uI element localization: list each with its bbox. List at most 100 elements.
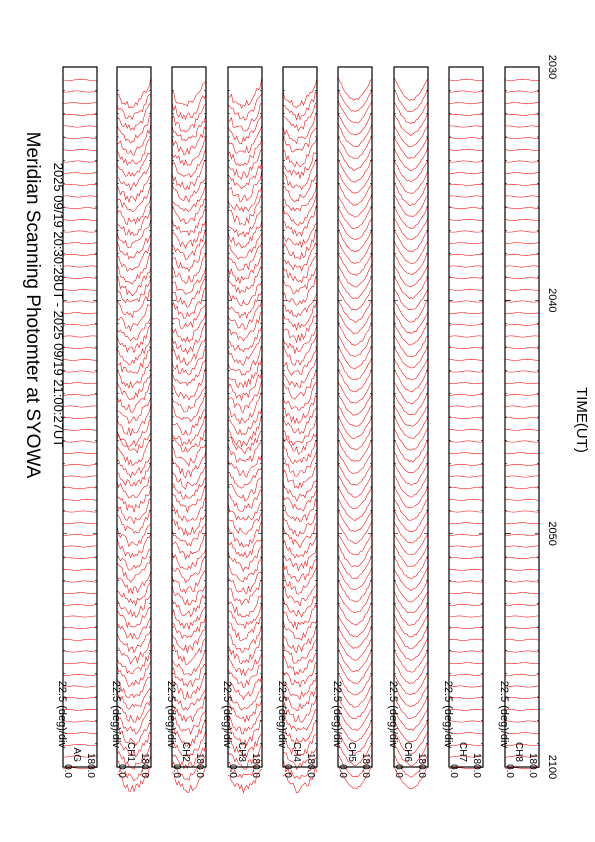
scan-trace <box>171 94 207 120</box>
scan-trace <box>282 439 318 465</box>
scan-trace <box>337 439 373 462</box>
scan-trace <box>504 557 540 560</box>
scan-trace <box>282 465 318 489</box>
scan-trace <box>393 89 429 113</box>
scan-trace <box>116 289 151 319</box>
scan-trace <box>227 391 263 425</box>
scan-trace <box>116 722 152 747</box>
scan-trace <box>116 76 152 109</box>
scan-trace <box>116 194 152 226</box>
scan-trace <box>393 707 429 731</box>
scan-trace <box>337 135 373 159</box>
scan-trace <box>282 242 318 272</box>
y-tick-label-0: 0.0 <box>116 764 127 778</box>
scan-trace <box>227 266 263 295</box>
scan-trace <box>62 673 98 676</box>
scan-trace <box>449 755 484 758</box>
scan-trace <box>171 478 207 500</box>
scan-trace <box>448 743 484 746</box>
scan-trace <box>337 590 373 613</box>
channel-label: CH4 <box>291 742 302 762</box>
scan-trace <box>227 636 263 665</box>
scan-trace <box>448 510 484 513</box>
scan-trace <box>393 636 429 661</box>
scan-trace <box>227 520 263 548</box>
scan-trace <box>62 218 98 221</box>
scan-trace <box>282 112 318 145</box>
scan-trace <box>504 603 540 606</box>
scan-trace <box>504 568 540 571</box>
scan-trace <box>393 566 429 592</box>
scan-trace <box>62 767 97 770</box>
scan-trace <box>282 416 318 447</box>
scan-trace <box>116 476 152 499</box>
scan-trace <box>171 176 207 203</box>
scan-trace <box>171 765 207 793</box>
scan-trace <box>448 253 484 256</box>
scan-trace <box>337 123 373 147</box>
scan-trace <box>282 733 318 756</box>
scan-trace <box>448 78 484 81</box>
scan-trace <box>171 336 207 366</box>
scan-trace <box>282 136 318 168</box>
scan-trace <box>393 415 429 439</box>
scan-trace <box>448 767 483 770</box>
scan-trace <box>116 548 152 571</box>
scan-trace <box>448 452 484 455</box>
scan-trace <box>227 441 263 463</box>
scan-trace <box>62 743 98 746</box>
scan-trace <box>282 181 318 212</box>
scan-trace <box>116 688 152 710</box>
scan-trace <box>504 673 540 676</box>
scan-trace <box>227 291 263 319</box>
scan-trace <box>116 336 152 366</box>
scan-trace <box>62 370 98 373</box>
scan-trace <box>282 543 318 572</box>
scan-trace <box>282 395 318 425</box>
scan-trace <box>504 440 540 443</box>
scan-trace <box>62 650 98 653</box>
scan-trace <box>393 672 429 695</box>
scan-trace <box>504 242 540 245</box>
scan-trace <box>448 592 484 595</box>
scan-trace <box>337 684 373 708</box>
scan-trace <box>504 137 540 140</box>
scan-trace <box>504 697 540 700</box>
scan-trace <box>337 625 373 649</box>
scan-trace <box>116 570 152 595</box>
scan-trace <box>448 358 483 361</box>
scan-trace <box>393 601 429 626</box>
scan-trace <box>504 265 540 268</box>
scan-trace <box>282 566 318 595</box>
scan-trace <box>62 347 98 350</box>
scan-trace <box>504 172 540 175</box>
scan-trace <box>227 664 263 689</box>
scan-trace <box>504 230 540 233</box>
scan-trace <box>171 742 207 770</box>
scan-trace <box>62 545 97 548</box>
scan-trace <box>504 113 540 116</box>
scan-trace <box>282 325 318 354</box>
channel-label: CH6 <box>402 742 413 762</box>
y-tick-label-180: 180.0 <box>416 753 427 778</box>
scan-trace <box>171 394 207 423</box>
scan-trace <box>393 125 429 147</box>
scan-trace <box>393 182 429 206</box>
scan-trace <box>282 357 318 389</box>
scan-trace <box>337 147 373 171</box>
scan-trace <box>116 217 152 248</box>
scan-trace <box>171 183 207 212</box>
scan-trace <box>393 322 429 346</box>
scan-trace <box>393 368 429 393</box>
scan-trace <box>505 755 540 758</box>
scan-trace <box>393 170 429 194</box>
scan-trace <box>504 475 540 478</box>
scan-trace <box>337 416 373 440</box>
scan-trace <box>62 452 98 455</box>
x-tick-label: 2050 <box>546 521 558 545</box>
scan-trace <box>171 442 207 467</box>
y-tick-label-180: 180.0 <box>305 753 316 778</box>
